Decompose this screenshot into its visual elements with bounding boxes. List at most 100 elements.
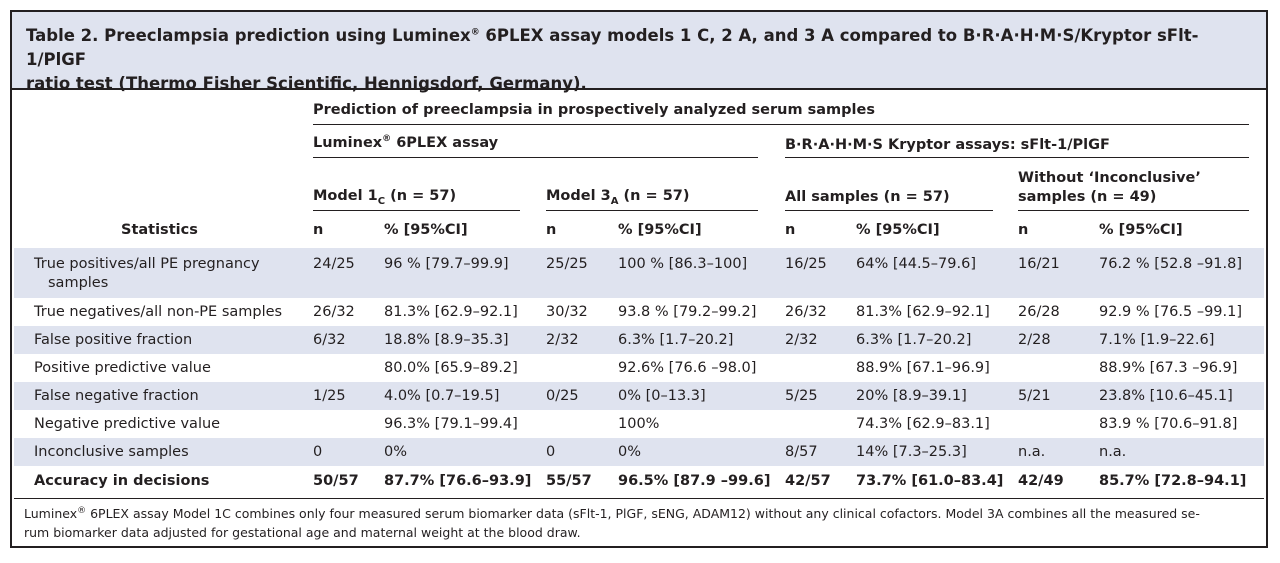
row-label: Positive predictive value bbox=[34, 360, 211, 376]
cell: 55/57 bbox=[546, 473, 592, 489]
cell: 18.8% [8.9–35.3] bbox=[384, 332, 509, 348]
cell: 87.7% [76.6–93.9] bbox=[384, 473, 532, 489]
header-pct-2: % [95%CI] bbox=[618, 222, 702, 238]
header-model1: Model 1C (n = 57) bbox=[313, 188, 457, 207]
cell: 96.3% [79.1–99.4] bbox=[384, 416, 518, 432]
cell: 8/57 bbox=[785, 444, 818, 460]
header-without-1: Without ‘Inconclusive’ bbox=[1018, 170, 1201, 186]
cell: 0% bbox=[384, 444, 408, 460]
table-frame: Table 2. Preeclampsia prediction using L… bbox=[10, 10, 1268, 548]
cell: 42/57 bbox=[785, 473, 831, 489]
header-model3: Model 3A (n = 57) bbox=[546, 188, 690, 207]
rule-prediction bbox=[313, 124, 1249, 125]
header-prediction: Prediction of preeclampsia in prospectiv… bbox=[313, 102, 875, 118]
cell: 96.5% [87.9 –99.6] bbox=[618, 473, 771, 489]
rule-brahms bbox=[785, 157, 1249, 158]
cell: 4.0% [0.7–19.5] bbox=[384, 388, 500, 404]
cell: 96 % [79.7–99.9] bbox=[384, 256, 509, 272]
cell: 76.2 % [52.8 –91.8] bbox=[1099, 256, 1243, 272]
cell: n.a. bbox=[1099, 444, 1127, 460]
cell: 64% [44.5–79.6] bbox=[856, 256, 976, 272]
cell: 0 bbox=[313, 444, 323, 460]
cell: 83.9 % [70.6–91.8] bbox=[1099, 416, 1238, 432]
row-band bbox=[14, 438, 1264, 466]
header-n-2: n bbox=[546, 222, 557, 238]
cell: 24/25 bbox=[313, 256, 355, 272]
rule-all-samples bbox=[785, 210, 993, 211]
cell: 6.3% [1.7–20.2] bbox=[618, 332, 734, 348]
cell: 25/25 bbox=[546, 256, 588, 272]
cell: 23.8% [10.6–45.1] bbox=[1099, 388, 1233, 404]
cell: 1/25 bbox=[313, 388, 346, 404]
cell: 26/28 bbox=[1018, 304, 1060, 320]
header-pct-3: % [95%CI] bbox=[856, 222, 940, 238]
cell: 16/25 bbox=[785, 256, 827, 272]
header-brahms: B·R·A·H·M·S Kryptor assays: sFlt-1/PlGF bbox=[785, 137, 1110, 153]
rule-luminex bbox=[313, 157, 758, 158]
cell: 92.6% [76.6 –98.0] bbox=[618, 360, 757, 376]
cell: 93.8 % [79.2–99.2] bbox=[618, 304, 757, 320]
cell: 85.7% [72.8–94.1] bbox=[1099, 473, 1247, 489]
cell: 5/25 bbox=[785, 388, 818, 404]
row-label: Negative predictive value bbox=[34, 416, 221, 432]
header-pct-1: % [95%CI] bbox=[384, 222, 468, 238]
cell: 26/32 bbox=[785, 304, 827, 320]
header-n-3: n bbox=[785, 222, 796, 238]
row-label-cont: samples bbox=[48, 275, 109, 291]
cell: 50/57 bbox=[313, 473, 359, 489]
cell: 80.0% [65.9–89.2] bbox=[384, 360, 518, 376]
cell: 100 % [86.3–100] bbox=[618, 256, 748, 272]
row-band bbox=[14, 382, 1264, 410]
row-label: Accuracy in decisions bbox=[34, 473, 210, 489]
cell: 20% [8.9–39.1] bbox=[856, 388, 967, 404]
cell: 2/28 bbox=[1018, 332, 1051, 348]
header-all-samples: All samples (n = 57) bbox=[785, 189, 950, 205]
registered-mark: ® bbox=[470, 27, 480, 38]
row-band bbox=[14, 326, 1264, 354]
cell: 0 bbox=[546, 444, 556, 460]
rule-model1 bbox=[313, 210, 520, 211]
table-title: Table 2. Preeclampsia prediction using L… bbox=[26, 24, 1256, 96]
header-pct-4: % [95%CI] bbox=[1099, 222, 1183, 238]
title-text-2: 6PLEX assay models 1 C, 2 A, and 3 A com… bbox=[26, 26, 1199, 69]
cell: 16/21 bbox=[1018, 256, 1060, 272]
cell: 0/25 bbox=[546, 388, 579, 404]
row-band bbox=[14, 248, 1264, 298]
cell: 2/32 bbox=[546, 332, 579, 348]
rule-model3 bbox=[546, 210, 758, 211]
title-text-1: Preeclampsia prediction using Luminex bbox=[104, 26, 471, 45]
row-label: True negatives/all non-PE samples bbox=[34, 304, 283, 320]
cell: 7.1% [1.9–22.6] bbox=[1099, 332, 1215, 348]
cell: n.a. bbox=[1018, 444, 1046, 460]
cell: 2/32 bbox=[785, 332, 818, 348]
cell: 26/32 bbox=[313, 304, 355, 320]
header-statistics: Statistics bbox=[121, 222, 198, 238]
cell: 81.3% [62.9–92.1] bbox=[856, 304, 990, 320]
row-label: True positives/all PE pregnancy bbox=[34, 256, 260, 272]
cell: 92.9 % [76.5 –99.1] bbox=[1099, 304, 1243, 320]
row-label: False negative fraction bbox=[34, 388, 199, 404]
header-n-4: n bbox=[1018, 222, 1029, 238]
row-label: Inconclusive samples bbox=[34, 444, 189, 460]
rule-without bbox=[1018, 210, 1249, 211]
cell: 0% [0–13.3] bbox=[618, 388, 706, 404]
header-luminex: Luminex® 6PLEX assay bbox=[313, 134, 499, 151]
cell: 30/32 bbox=[546, 304, 588, 320]
cell: 81.3% [62.9–92.1] bbox=[384, 304, 518, 320]
cell: 88.9% [67.1–96.9] bbox=[856, 360, 990, 376]
cell: 6.3% [1.7–20.2] bbox=[856, 332, 972, 348]
cell: 0% bbox=[618, 444, 642, 460]
table-number: Table 2. bbox=[26, 26, 99, 45]
row-label: False positive fraction bbox=[34, 332, 193, 348]
title-text-3: ratio test (Thermo Fisher Scientific, He… bbox=[26, 74, 587, 93]
header-n-1: n bbox=[313, 222, 324, 238]
cell: 100% bbox=[618, 416, 660, 432]
cell: 6/32 bbox=[313, 332, 346, 348]
cell: 42/49 bbox=[1018, 473, 1064, 489]
cell: 5/21 bbox=[1018, 388, 1051, 404]
cell: 88.9% [67.3 –96.9] bbox=[1099, 360, 1238, 376]
cell: 14% [7.3–25.3] bbox=[856, 444, 967, 460]
rule-table-bottom bbox=[14, 498, 1264, 499]
footnote: Luminex® 6PLEX assay Model 1C combines o… bbox=[24, 505, 1200, 540]
cell: 74.3% [62.9–83.1] bbox=[856, 416, 990, 432]
